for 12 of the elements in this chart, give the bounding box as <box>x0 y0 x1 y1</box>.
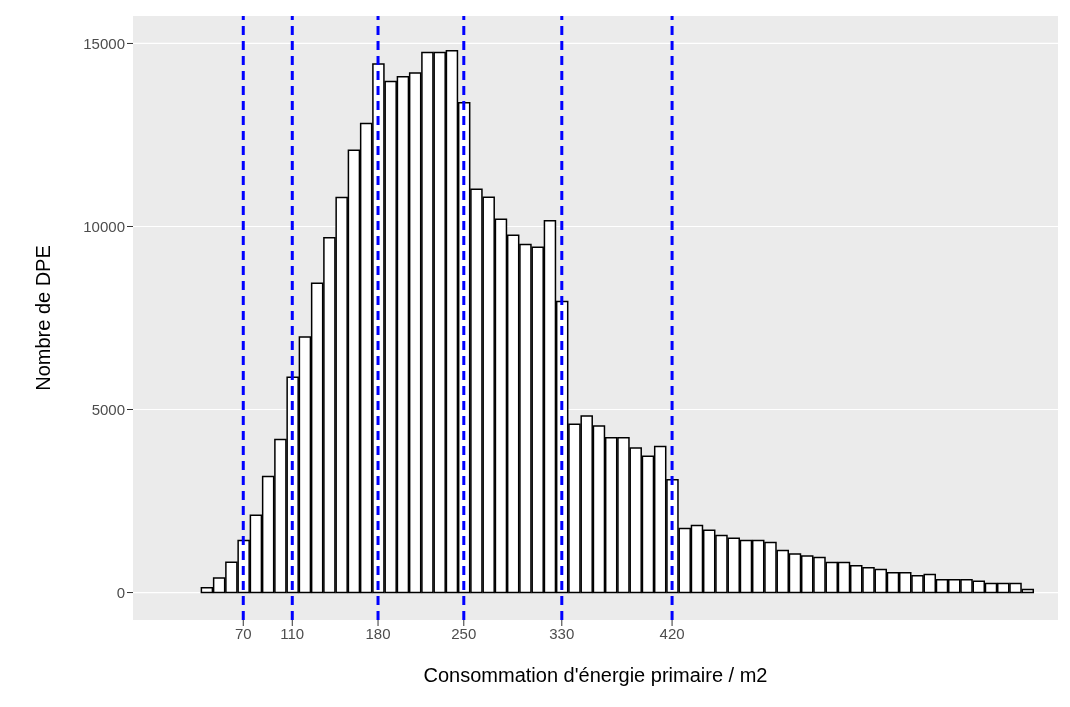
x-tick-label: 330 <box>549 624 575 642</box>
x-tick-label: 250 <box>451 624 477 642</box>
y-tick-label: 10000 <box>83 217 125 235</box>
y-axis-title: Nombre de DPE <box>32 245 55 391</box>
x-tick-label: 180 <box>365 624 391 642</box>
x-tick-label: 110 <box>280 624 305 642</box>
y-tick-label: 15000 <box>83 34 125 52</box>
x-tick-label: 70 <box>234 624 252 642</box>
x-tick-label: 420 <box>659 624 685 642</box>
x-axis-title: Consommation d'énergie primaire / m2 <box>423 664 768 686</box>
y-tick-label: 0 <box>116 583 125 601</box>
y-tick-label: 5000 <box>91 400 125 418</box>
